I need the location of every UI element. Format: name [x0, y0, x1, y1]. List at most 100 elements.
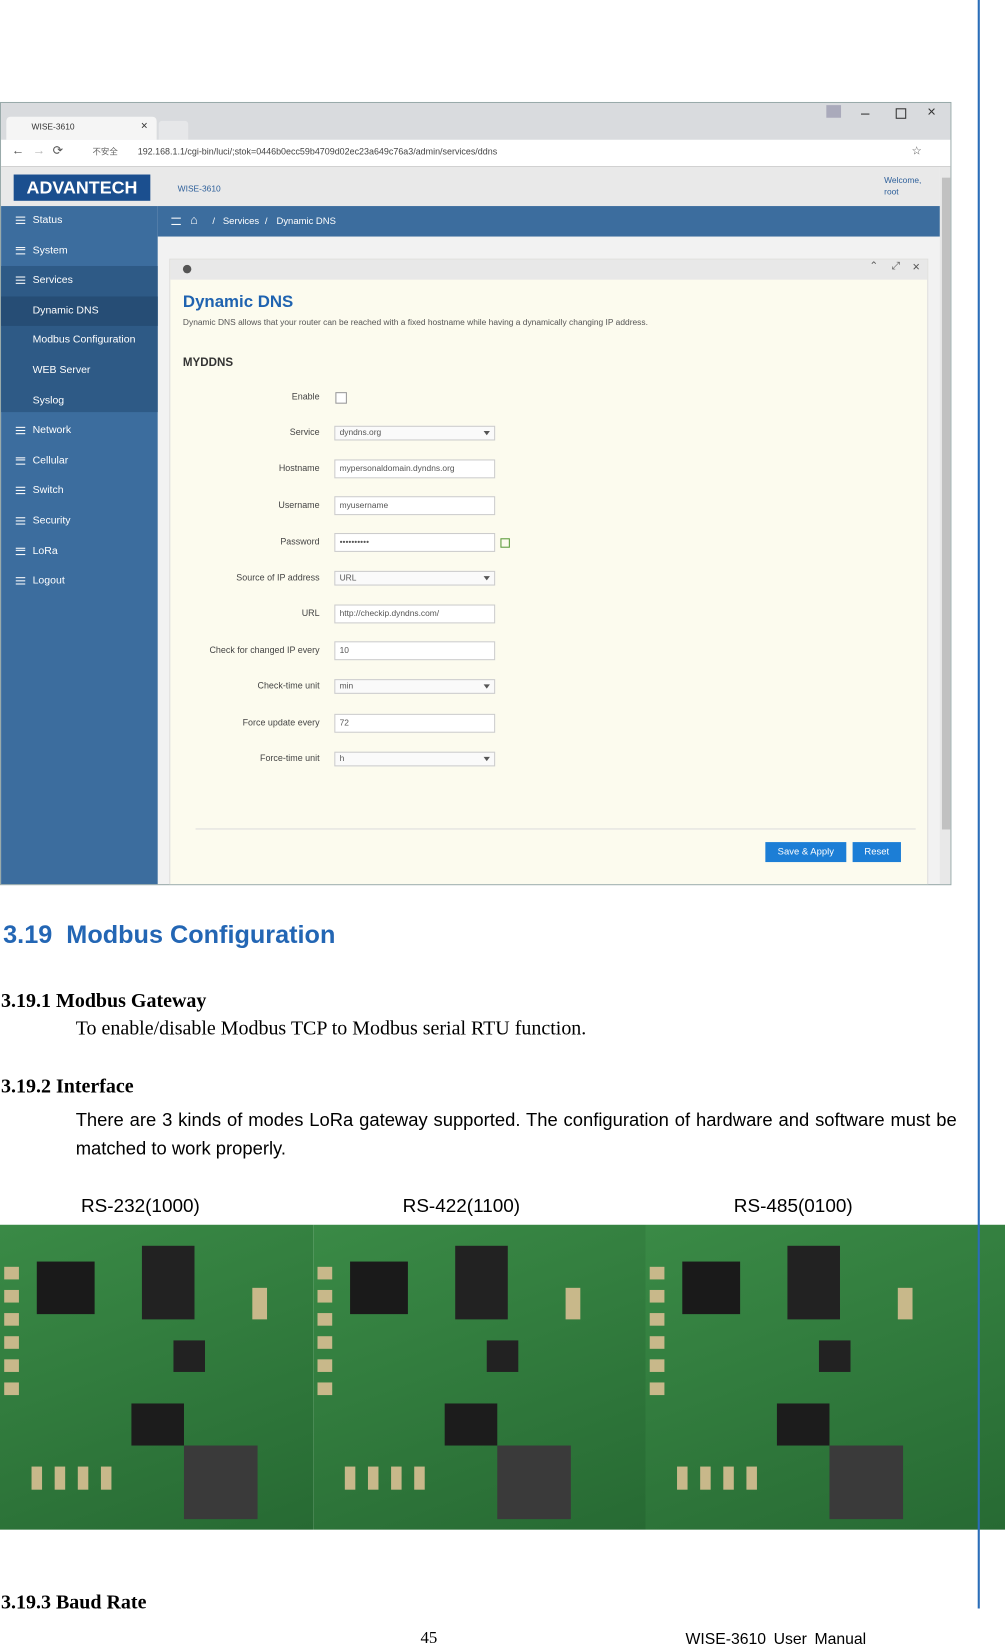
- select[interactable]: min: [334, 679, 496, 694]
- menu-item[interactable]: Logout: [1, 567, 158, 596]
- menu-label[interactable]: Modbus Configuration: [32, 334, 136, 347]
- submenu-bg: [1, 265, 158, 413]
- menu-item[interactable]: WEB Server: [1, 356, 158, 385]
- reload-button[interactable]: ⟳: [52, 142, 64, 158]
- menu-label[interactable]: WEB Server: [32, 364, 91, 377]
- component: [4, 1313, 19, 1326]
- breadcrumb-item[interactable]: Services: [222, 215, 260, 227]
- board-photo: [0, 1224, 314, 1530]
- field-label: Username: [278, 499, 320, 510]
- field-label: Force-time unit: [259, 752, 320, 764]
- menu-item[interactable]: Services: [1, 266, 158, 295]
- select[interactable]: h: [334, 751, 496, 767]
- menu-label[interactable]: Syslog: [32, 394, 65, 407]
- text-input[interactable]: ••••••••••: [334, 533, 496, 552]
- scrollbar[interactable]: [939, 167, 951, 885]
- logo[interactable]: ADVANTECH: [13, 174, 151, 201]
- menu-label[interactable]: System: [32, 244, 68, 257]
- select[interactable]: dyndns.org: [334, 425, 496, 441]
- new-tab[interactable]: [158, 120, 189, 140]
- menu-item[interactable]: Switch: [1, 477, 158, 506]
- text-input[interactable]: 10: [334, 641, 496, 661]
- window-close[interactable]: ×: [927, 103, 936, 120]
- menu-label[interactable]: Switch: [32, 485, 64, 497]
- browser-tab[interactable]: WISE-3610 ×: [6, 116, 157, 140]
- url[interactable]: 192.168.1.1/cgi-bin/luci/;stok=0446b0ecc…: [137, 146, 498, 157]
- chip: [682, 1261, 741, 1315]
- menu-label[interactable]: LoRa: [32, 545, 58, 557]
- text-input[interactable]: myusername: [334, 496, 496, 516]
- info-icon: [182, 264, 192, 274]
- component: [344, 1466, 356, 1490]
- close[interactable]: ×: [912, 259, 920, 275]
- user[interactable]: root: [884, 187, 899, 197]
- tab-close[interactable]: ×: [140, 119, 148, 133]
- profile-icon[interactable]: [826, 105, 842, 118]
- text-input[interactable]: 72: [334, 713, 496, 733]
- field-label: Force update every: [242, 716, 320, 728]
- chip: [173, 1340, 206, 1372]
- minimize[interactable]: [861, 113, 870, 115]
- select[interactable]: URL: [334, 570, 496, 586]
- component: [317, 1289, 333, 1303]
- security-label[interactable]: 不安全: [92, 147, 118, 157]
- menu-item[interactable]: Security: [1, 507, 158, 536]
- menu-label[interactable]: Logout: [32, 575, 65, 587]
- text-input[interactable]: http://checkip.dyndns.com/: [334, 604, 496, 624]
- breadcrumb-bar: ⌂ / Services / Dynamic DNS: [157, 206, 940, 237]
- menu-label[interactable]: Status: [32, 214, 63, 227]
- input-value: http://checkip.dyndns.com/: [339, 608, 440, 619]
- scroll-thumb[interactable]: [941, 177, 951, 830]
- reveal-icon[interactable]: [500, 538, 510, 548]
- component: [317, 1313, 333, 1326]
- component: [4, 1289, 19, 1303]
- menu-item[interactable]: Dynamic DNS: [1, 296, 158, 326]
- section-title: Modbus Configuration: [66, 920, 336, 950]
- menu-label[interactable]: Services: [32, 274, 73, 287]
- maximize[interactable]: [895, 108, 907, 119]
- text-input[interactable]: mypersonaldomain.dyndns.org: [334, 459, 496, 479]
- menu-item[interactable]: Status: [1, 206, 158, 235]
- checkbox[interactable]: [335, 392, 347, 404]
- component: [54, 1466, 66, 1490]
- chip: [350, 1261, 408, 1315]
- menu-item[interactable]: Cellular: [1, 447, 158, 476]
- menu-icon: [15, 276, 26, 285]
- inductor: [497, 1445, 571, 1520]
- sidebar: Status System Services Dynamic DNS Modbus Co…: [1, 206, 158, 885]
- home-icon[interactable]: ⌂: [190, 212, 198, 228]
- menu-label[interactable]: Security: [32, 515, 71, 527]
- component: [649, 1266, 665, 1280]
- field-label: Check for changed IP every: [209, 644, 320, 655]
- save-apply-button[interactable]: Save & Apply: [765, 842, 847, 863]
- select-caret: [483, 431, 490, 436]
- menu-toggle[interactable]: [171, 217, 181, 225]
- menu-icon: [15, 487, 26, 495]
- menu-label[interactable]: Dynamic DNS: [32, 304, 99, 317]
- back-button[interactable]: ←: [11, 142, 25, 158]
- photo-caption: RS-485(0100): [733, 1195, 853, 1217]
- forward-button[interactable]: →: [32, 142, 46, 158]
- menu-label[interactable]: Cellular: [32, 454, 69, 467]
- expand[interactable]: ⤢: [891, 260, 900, 273]
- input-value: mypersonaldomain.dyndns.org: [339, 463, 455, 474]
- panel: ⌃ ⤢ × Dynamic DNS Dynamic DNS allows tha…: [169, 258, 929, 885]
- menu-item[interactable]: Network: [1, 417, 158, 446]
- chip: [486, 1340, 519, 1372]
- component: [317, 1382, 333, 1396]
- bookmark-star[interactable]: ☆: [911, 145, 922, 158]
- photo-caption: RS-232(1000): [80, 1195, 200, 1217]
- welcome: Welcome,: [884, 175, 922, 186]
- menu-item[interactable]: Syslog: [1, 386, 158, 415]
- section-heading: 3.19 Modbus Configuration: [3, 921, 335, 950]
- menu-item[interactable]: LoRa: [1, 537, 158, 566]
- menu-item[interactable]: Modbus Configuration: [1, 326, 158, 355]
- reset-button[interactable]: Reset: [852, 842, 901, 863]
- menu-item[interactable]: System: [1, 236, 158, 265]
- field-label: URL: [301, 607, 320, 619]
- paragraph: To enable/disable Modbus TCP to Modbus s…: [75, 1017, 587, 1040]
- menu-label[interactable]: Network: [32, 424, 72, 437]
- dip-switch: [787, 1245, 840, 1320]
- component: [649, 1382, 665, 1396]
- collapse[interactable]: ⌃: [869, 260, 879, 273]
